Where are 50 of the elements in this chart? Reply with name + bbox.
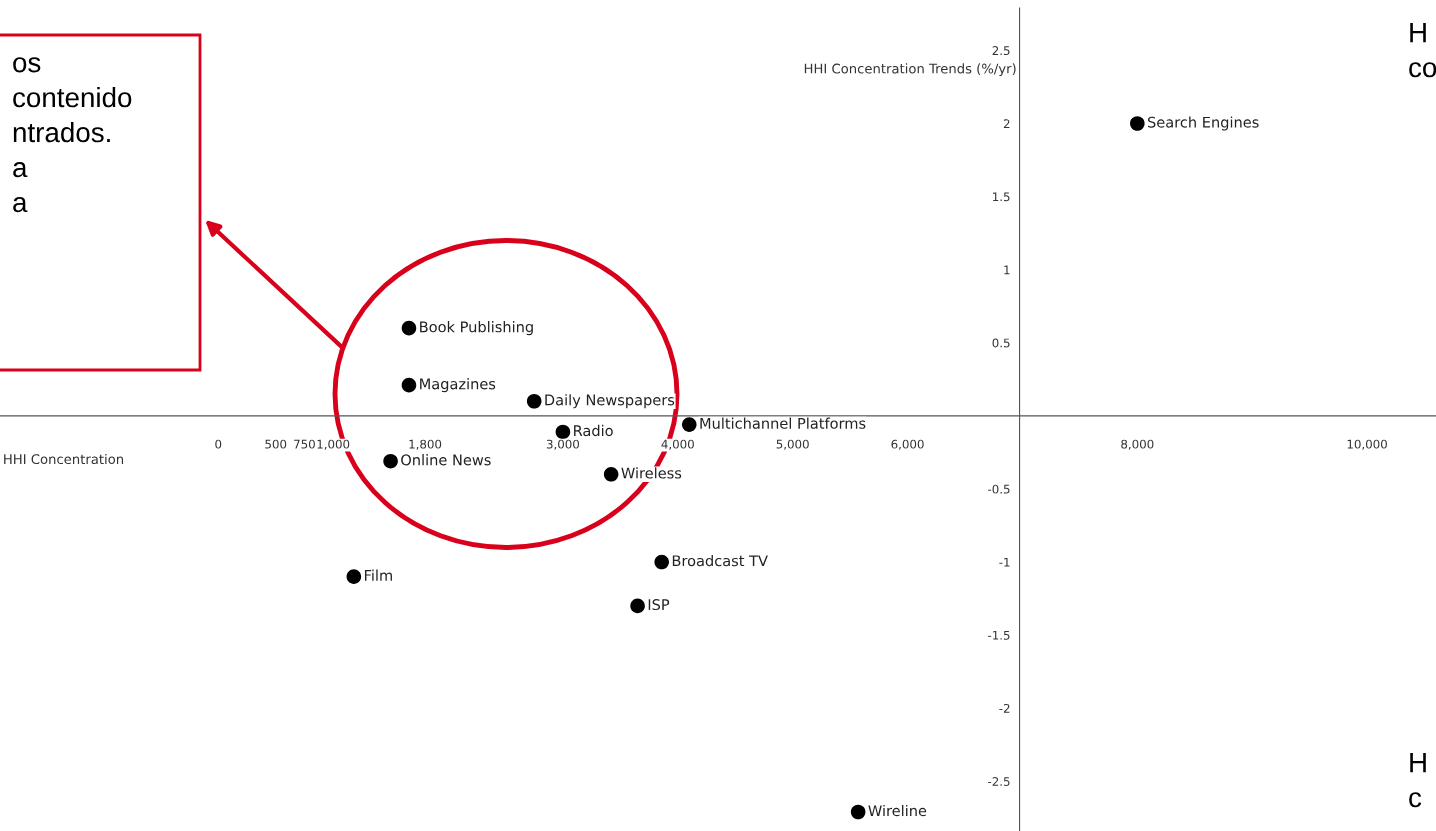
point — [682, 417, 697, 432]
x-tick-label: 3,000 — [546, 439, 580, 450]
y-tick-label: -2 — [999, 703, 1010, 713]
annotation: Magazines — [420, 378, 496, 393]
y-tick-label: 2.5 — [992, 46, 1010, 56]
y-tick-label: 2 — [1003, 119, 1010, 128]
annotation: Search Engines — [1148, 116, 1259, 131]
y-tick-label: 1 — [1004, 265, 1010, 275]
y-tick-label: 0.5 — [992, 338, 1010, 348]
annotation: H c — [1409, 753, 1426, 808]
annotation: Broadcast TV — [672, 554, 768, 567]
annotation: os contenido ntrados. a a — [13, 57, 132, 213]
x-tick-label: 10,000 — [1347, 439, 1387, 450]
point — [526, 393, 542, 409]
y-tick-label: -1 — [999, 557, 1010, 567]
x-tick-label: 8,000 — [1121, 439, 1154, 450]
point — [346, 569, 362, 584]
x-axis-title: HHI Concentration — [4, 453, 124, 465]
annotation: Daily Newspapers — [545, 394, 675, 409]
annotation: H co — [1409, 23, 1436, 78]
point — [630, 598, 645, 614]
point — [383, 453, 398, 469]
annotation: Film — [364, 569, 392, 581]
x-tick-label: 1,000 — [317, 439, 350, 450]
x-tick-label: 500 — [265, 439, 287, 449]
annotation: Online News — [401, 454, 491, 466]
annotation: Radio — [574, 424, 613, 437]
point — [401, 377, 417, 393]
y-tick-label: 1.5 — [993, 192, 1010, 202]
annotation: Book Publishing — [420, 321, 533, 336]
x-tick-label: 5,000 — [776, 439, 809, 450]
x-tick-label: 1,800 — [409, 439, 442, 450]
point — [1130, 116, 1145, 131]
point — [850, 804, 866, 820]
point — [555, 424, 571, 440]
y-tick-label: -0.5 — [988, 484, 1010, 494]
x-tick-label: 750 — [294, 439, 315, 449]
point — [401, 320, 417, 336]
x-tick-label: 4,000 — [661, 439, 694, 450]
y-axis-title: HHI Concentration Trends (%/yr) — [804, 63, 1016, 77]
y-tick-label: -2.5 — [988, 777, 1010, 786]
x-tick-label: 0 — [215, 439, 222, 449]
point — [654, 554, 669, 570]
annotation: Multichannel Platforms — [700, 417, 866, 429]
annotation: Wireline — [868, 804, 927, 817]
x-tick-label: 6,000 — [891, 439, 924, 450]
annotation: ISP — [648, 599, 670, 611]
point — [603, 467, 619, 482]
y-tick-label: -1.5 — [988, 631, 1010, 640]
annotation: Wireless — [621, 467, 682, 479]
